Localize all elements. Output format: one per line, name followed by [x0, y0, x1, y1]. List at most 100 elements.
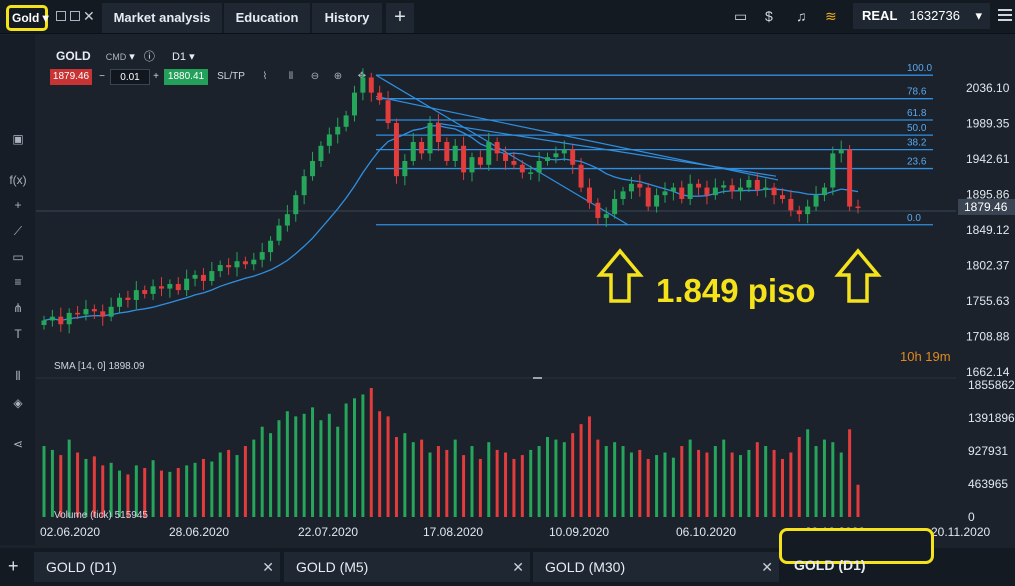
candle-body — [393, 123, 399, 177]
fibonacci-tool-icon[interactable]: ≡ — [14, 275, 22, 289]
candle-body — [268, 240, 274, 253]
candle-body — [553, 153, 559, 158]
plus-button[interactable]: + — [153, 71, 159, 82]
sma-legend: SMA [14, 0] 1898.09 — [54, 361, 145, 372]
volume-bar — [848, 429, 852, 517]
hamburger-menu-icon[interactable] — [998, 6, 1012, 24]
candle-body — [620, 191, 626, 199]
move-icon[interactable]: ✥ — [357, 71, 367, 82]
sell-price[interactable]: 1879.46 — [50, 69, 92, 85]
volume-bar — [109, 462, 113, 517]
candle-body — [167, 284, 173, 289]
candles-icon[interactable]: ⫴ — [288, 71, 294, 82]
indicators-icon[interactable]: ⫴ — [15, 369, 21, 383]
candle-body — [813, 195, 819, 207]
info-icon[interactable]: ⓘ — [143, 51, 155, 63]
zoom-out-icon[interactable]: ⊖ — [310, 71, 320, 82]
close-icon[interactable]: ✕ — [83, 8, 95, 24]
tab-education[interactable]: Education — [224, 3, 310, 33]
chevron-down-icon[interactable]: ▾ — [189, 51, 195, 63]
account-selector[interactable]: REAL 1632736 ▾ — [853, 3, 990, 29]
candle-body — [754, 179, 760, 190]
layers-icon[interactable]: ◈ — [13, 396, 23, 410]
volume-bar — [655, 455, 659, 517]
volume-bar — [470, 446, 474, 517]
volume-bar — [302, 413, 306, 517]
candle-body — [796, 210, 802, 215]
popout-icon[interactable] — [56, 11, 66, 21]
window-icon[interactable] — [70, 11, 80, 21]
chevron-down-icon: ▾ — [975, 8, 982, 23]
volume-bar — [151, 460, 155, 517]
lot-input[interactable]: 0.01 — [110, 69, 150, 85]
candle-body — [125, 297, 131, 300]
candle-body — [385, 100, 391, 124]
volume-bar — [84, 458, 88, 517]
text-tool-icon[interactable]: T — [14, 327, 22, 341]
timeframe-selector[interactable]: D1 — [171, 51, 187, 63]
candle-body — [175, 284, 181, 291]
volume-bar — [520, 455, 524, 517]
close-icon[interactable]: ✕ — [761, 559, 773, 575]
chart-type-icon[interactable]: ▣ — [12, 132, 24, 146]
zoom-in-icon[interactable]: ⊕ — [333, 71, 343, 82]
candle-body — [435, 123, 441, 142]
volume-bar — [822, 439, 826, 517]
volume-bar — [134, 465, 138, 517]
volume-tick-label: 927931 — [968, 444, 1008, 458]
price-chart[interactable]: 100.0 78.6 61.8 50.0 38.2 23.6 0.0 2036.10 1989… — [36, 35, 1015, 547]
price-tick-label: 1989.35 — [966, 117, 1010, 131]
candle-body — [276, 225, 282, 241]
annotations — [596, 248, 882, 303]
volume-bar — [243, 446, 247, 517]
volume-bar — [755, 442, 759, 517]
chart-tab[interactable]: GOLD (D1) ✕ — [34, 552, 280, 582]
volume-bar — [67, 439, 71, 517]
candle-body — [771, 187, 777, 196]
close-icon[interactable]: ✕ — [262, 559, 274, 575]
tab-history[interactable]: History — [312, 3, 382, 33]
volume-bar — [420, 439, 424, 517]
layout-icon[interactable]: ▭ — [734, 8, 748, 24]
minus-button[interactable]: − — [99, 71, 105, 82]
price-tick-label: 1942.61 — [966, 152, 1010, 166]
close-icon[interactable]: ✕ — [512, 559, 524, 575]
tab-market-analysis[interactable]: Market analysis — [102, 3, 222, 33]
volume-bar — [554, 439, 558, 517]
sltp-button[interactable]: SL/TP — [217, 71, 245, 82]
bell-icon[interactable]: ♫ — [796, 8, 807, 24]
candle-body — [318, 145, 324, 161]
candle-body — [603, 214, 609, 218]
volume-bar — [403, 433, 407, 517]
rectangle-tool-icon[interactable]: ▭ — [12, 250, 24, 264]
crosshair-icon[interactable]: + — [14, 198, 22, 212]
symbol-selector[interactable]: Gold ▾ — [6, 5, 49, 31]
chart-tab-active[interactable]: GOLD (D1) — [779, 528, 934, 573]
pitchfork-tool-icon[interactable]: ⋔ — [12, 301, 24, 315]
candle-body — [738, 187, 744, 192]
volume-axis: 1855862 1391896 927931 463965 0 — [968, 378, 1015, 524]
candle-body — [58, 316, 64, 325]
candle-body — [117, 297, 123, 307]
line-tool-icon[interactable]: ⟋ — [13, 224, 23, 238]
volume-bar — [336, 426, 340, 517]
trend-line — [375, 74, 629, 226]
volume-bar — [378, 411, 382, 517]
chart-tabs-bar: + GOLD (D1) ✕ GOLD (M5) ✕ GOLD (M30) ✕ GOLD… — [0, 528, 1015, 586]
chart-tab-label: GOLD (D1) — [46, 559, 117, 575]
chart-tab[interactable]: GOLD (M30) ✕ — [533, 552, 779, 582]
candle-body — [427, 123, 433, 154]
candle-body — [595, 202, 601, 218]
share-icon[interactable]: ⋖ — [12, 437, 24, 451]
candle-body — [184, 278, 190, 291]
buy-price[interactable]: 1880.41 — [164, 69, 208, 85]
volume-bar — [101, 465, 105, 517]
line-chart-icon[interactable]: ⌇ — [262, 71, 268, 82]
chevron-down-icon[interactable]: ▾ — [129, 51, 135, 63]
payment-icon[interactable]: $ — [765, 8, 773, 24]
add-chart-icon[interactable]: + — [8, 556, 19, 576]
chart-tab[interactable]: GOLD (M5) ✕ — [284, 552, 530, 582]
function-icon[interactable]: f(x) — [9, 173, 27, 187]
add-tab-button[interactable]: + — [386, 3, 414, 33]
account-number: 1632736 — [909, 8, 961, 23]
